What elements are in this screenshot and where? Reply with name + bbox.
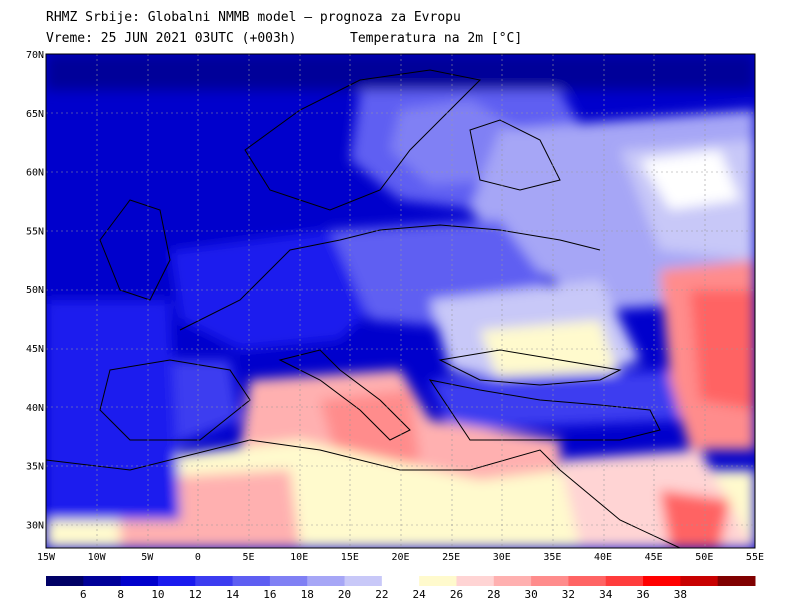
lon-label: 15E [341, 552, 359, 563]
legend-label: 24 [412, 588, 426, 601]
legend-label: 26 [449, 588, 464, 601]
lon-label: 15W [37, 552, 56, 563]
lon-label: 40E [594, 552, 612, 563]
legend-label: 32 [561, 588, 576, 601]
legend-swatch [456, 576, 495, 586]
legend-swatch [531, 576, 569, 586]
variable-label: Temperatura na 2m [°C] [350, 31, 523, 46]
lon-label: 20E [391, 552, 409, 563]
legend-swatch [46, 576, 84, 586]
lat-label: 50N [26, 285, 44, 296]
lon-label: 50E [695, 552, 713, 563]
lat-label: 70N [26, 50, 44, 61]
lon-label: 25E [442, 552, 460, 563]
legend-label: 18 [300, 588, 314, 601]
legend-swatch [381, 576, 420, 586]
legend-swatch [157, 576, 196, 586]
lat-label: 40N [26, 403, 44, 414]
legend-swatch [344, 576, 383, 586]
legend-swatch [643, 576, 681, 586]
map-title: RHMZ Srbije: Globalni NMMB model — progn… [46, 10, 461, 25]
legend-label: 38 [673, 588, 687, 601]
legend-label: 6 [80, 588, 87, 601]
forecast-time: Vreme: 25 JUN 2021 03UTC (+003h) [46, 31, 297, 46]
lon-label: 0 [195, 552, 201, 563]
lat-label: 65N [26, 109, 44, 120]
legend-label: 10 [151, 588, 165, 601]
legend-swatch [307, 576, 346, 586]
lon-label: 10E [290, 552, 308, 563]
legend-swatch [120, 576, 159, 586]
lon-label: 30E [493, 552, 511, 563]
legend-swatch [269, 576, 308, 586]
color-legend [46, 576, 756, 586]
lat-label: 60N [26, 168, 44, 179]
legend-swatch [493, 576, 532, 586]
lat-label: 35N [26, 462, 44, 473]
lat-label: 55N [26, 226, 44, 237]
legend-label: 8 [117, 588, 124, 601]
legend-swatch [717, 576, 756, 586]
map-frame [45, 53, 756, 549]
lon-label: 10W [88, 552, 107, 563]
lat-label: 45N [26, 344, 44, 355]
legend-swatch [419, 576, 457, 586]
legend-swatch [605, 576, 644, 586]
legend-swatch [568, 576, 607, 586]
latitude-labels: 70N 65N 60N 55N 50N 45N 40N 35N 30N [26, 50, 44, 531]
legend-label: 34 [599, 588, 613, 601]
legend-swatch [83, 576, 122, 586]
legend-label: 12 [188, 588, 202, 601]
legend-swatch [680, 576, 719, 586]
legend-swatch [232, 576, 271, 586]
lon-label: 45E [645, 552, 663, 563]
legend-label: 14 [225, 588, 240, 601]
legend-label: 30 [524, 588, 538, 601]
lon-label: 35E [543, 552, 561, 563]
legend-label: 28 [487, 588, 501, 601]
legend-swatch [195, 576, 234, 586]
temperature-field [46, 54, 755, 548]
longitude-labels: 15W 10W 5W 0 5E 10E 15E 20E 25E 30E 35E 40E 45E 50E 55… [37, 552, 764, 563]
lon-label: 55E [746, 552, 764, 563]
lat-label: 30N [26, 520, 44, 531]
legend-label: 16 [263, 588, 277, 601]
grid-lines [46, 54, 755, 548]
lon-label: 5W [141, 552, 154, 563]
legend-label: 36 [636, 588, 650, 601]
lon-label: 5E [243, 552, 255, 563]
legend-label: 22 [375, 588, 389, 601]
legend-label: 20 [337, 588, 352, 601]
